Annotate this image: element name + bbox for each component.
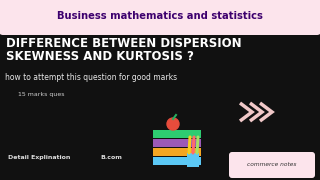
Text: DIFFERENCE BETWEEN DISPERSION: DIFFERENCE BETWEEN DISPERSION: [6, 37, 242, 50]
FancyBboxPatch shape: [229, 152, 315, 178]
FancyBboxPatch shape: [153, 130, 201, 138]
FancyBboxPatch shape: [0, 0, 320, 35]
FancyBboxPatch shape: [153, 148, 201, 156]
FancyBboxPatch shape: [153, 157, 201, 165]
Text: B.com: B.com: [100, 155, 122, 160]
Text: commerce notes: commerce notes: [247, 163, 297, 168]
FancyBboxPatch shape: [153, 139, 201, 147]
Text: Business mathematics and statistics: Business mathematics and statistics: [57, 11, 263, 21]
Circle shape: [167, 118, 179, 130]
Text: SKEWNESS AND KURTOSIS ?: SKEWNESS AND KURTOSIS ?: [6, 50, 194, 63]
Text: Detail Explination: Detail Explination: [8, 155, 70, 160]
Text: how to attempt this question for good marks: how to attempt this question for good ma…: [5, 73, 177, 82]
Text: 15 marks ques: 15 marks ques: [18, 92, 65, 97]
FancyBboxPatch shape: [187, 153, 199, 167]
